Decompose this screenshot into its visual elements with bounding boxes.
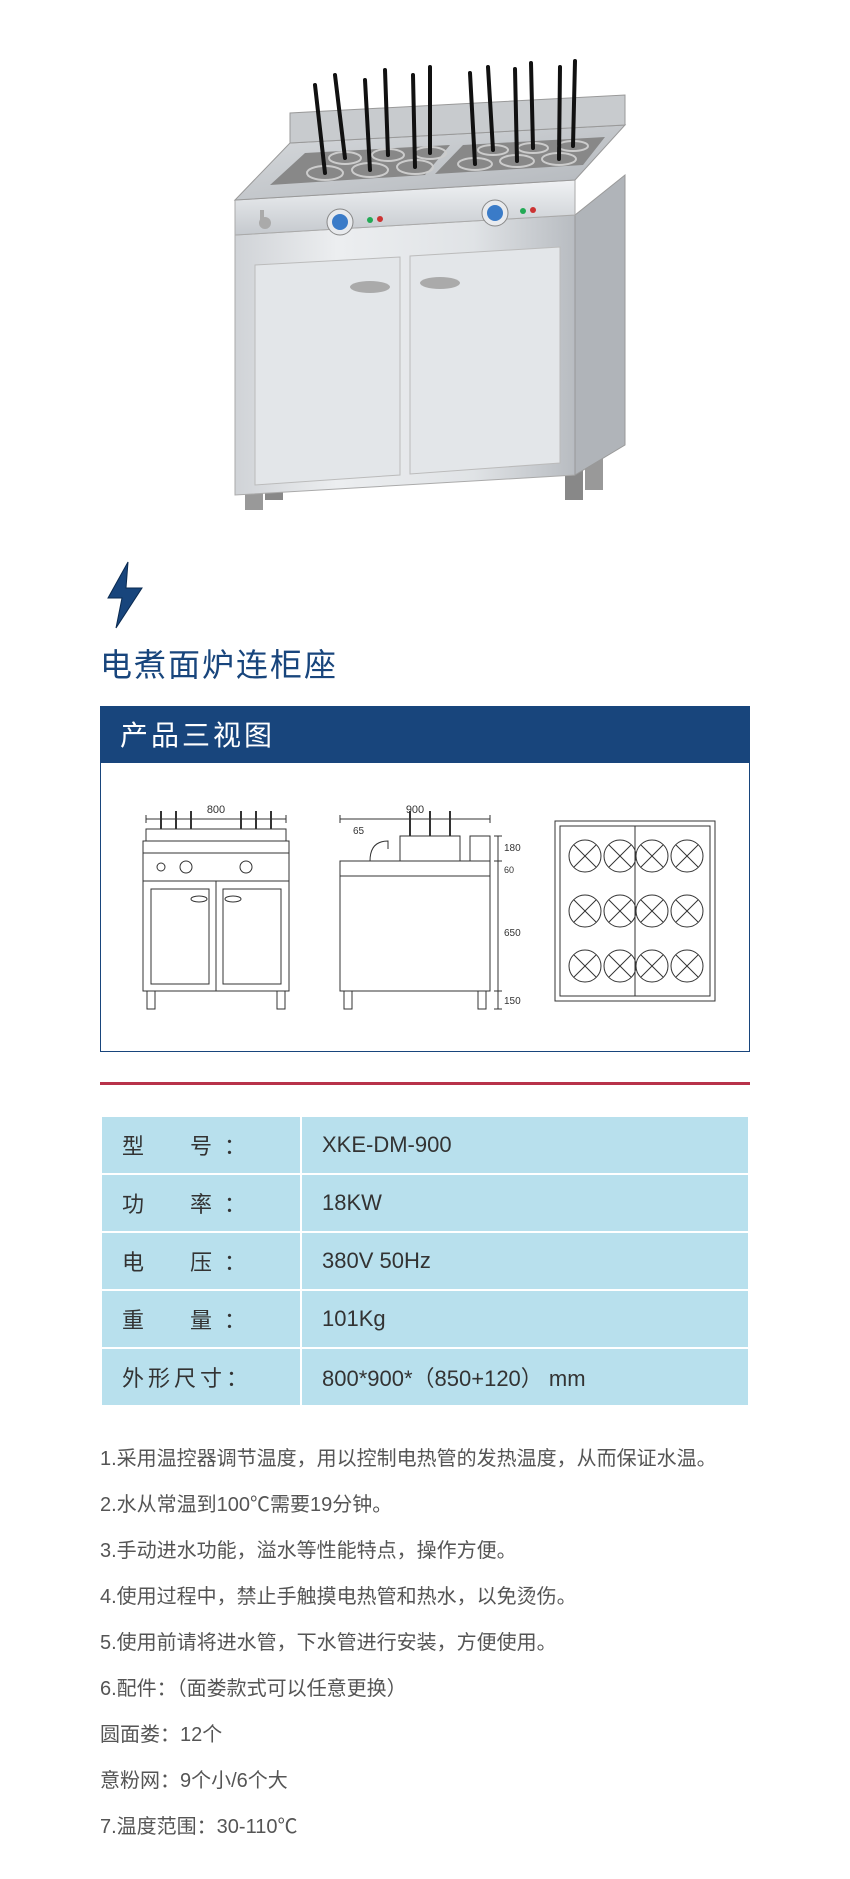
side-view-diagram: 900 65	[320, 801, 530, 1021]
spec-value: 18KW	[301, 1174, 749, 1232]
spec-value: 380V 50Hz	[301, 1232, 749, 1290]
spec-label: 电 压：	[101, 1232, 301, 1290]
svg-text:60: 60	[504, 865, 514, 875]
svg-text:900: 900	[406, 804, 424, 816]
description-line: 6.配件：（面娄款式可以任意更换）	[100, 1667, 750, 1711]
spec-label: 型 号：	[101, 1116, 301, 1174]
spec-value: 800*900*（850+120） mm	[301, 1348, 749, 1406]
product-title: 电煮面炉连柜座	[100, 640, 750, 686]
description-line: 1.采用温控器调节温度，用以控制电热管的发热温度，从而保证水温。	[100, 1437, 750, 1481]
product-render-svg	[175, 25, 675, 525]
description-line: 3.手动进水功能，溢水等性能特点，操作方便。	[100, 1529, 750, 1573]
spec-value: XKE-DM-900	[301, 1116, 749, 1174]
svg-text:65: 65	[353, 826, 365, 837]
description-line: 5.使用前请将进水管，下水管进行安装，方便使用。	[100, 1621, 750, 1665]
spec-label: 功 率：	[101, 1174, 301, 1232]
description-line: 4.使用过程中，禁止手触摸电热管和热水，以免烫伤。	[100, 1575, 750, 1619]
product-image	[0, 0, 850, 550]
section-title-three-views: 产品三视图	[100, 706, 750, 762]
svg-text:150: 150	[504, 996, 521, 1007]
lightning-icon	[100, 560, 150, 630]
spec-row: 型 号：XKE-DM-900	[101, 1116, 749, 1174]
spec-value: 101Kg	[301, 1290, 749, 1348]
red-divider	[100, 1082, 750, 1085]
front-view-diagram: 800	[111, 801, 320, 1021]
svg-text:650: 650	[504, 928, 521, 939]
spec-row: 功 率：18KW	[101, 1174, 749, 1232]
description-line: 7.温度范围：30-110℃	[100, 1805, 750, 1849]
three-views-panel: 800	[100, 762, 750, 1052]
spec-row: 重 量：101Kg	[101, 1290, 749, 1348]
description-line: 2.水从常温到100℃需要19分钟。	[100, 1483, 750, 1527]
spec-table: 型 号：XKE-DM-900功 率：18KW电 压：380V 50Hz重 量：1…	[100, 1115, 750, 1407]
spec-row: 电 压：380V 50Hz	[101, 1232, 749, 1290]
spec-label: 外形尺寸：	[101, 1348, 301, 1406]
top-view-diagram	[530, 801, 739, 1021]
spec-label: 重 量：	[101, 1290, 301, 1348]
spec-row: 外形尺寸：800*900*（850+120） mm	[101, 1348, 749, 1406]
svg-text:800: 800	[206, 804, 224, 816]
description-line: 圆面娄：12个	[100, 1713, 750, 1757]
title-section: 电煮面炉连柜座	[0, 560, 850, 686]
description-list: 1.采用温控器调节温度，用以控制电热管的发热温度，从而保证水温。2.水从常温到1…	[100, 1437, 750, 1849]
description-line: 意粉网：9个小/6个大	[100, 1759, 750, 1803]
svg-text:180: 180	[504, 843, 521, 854]
